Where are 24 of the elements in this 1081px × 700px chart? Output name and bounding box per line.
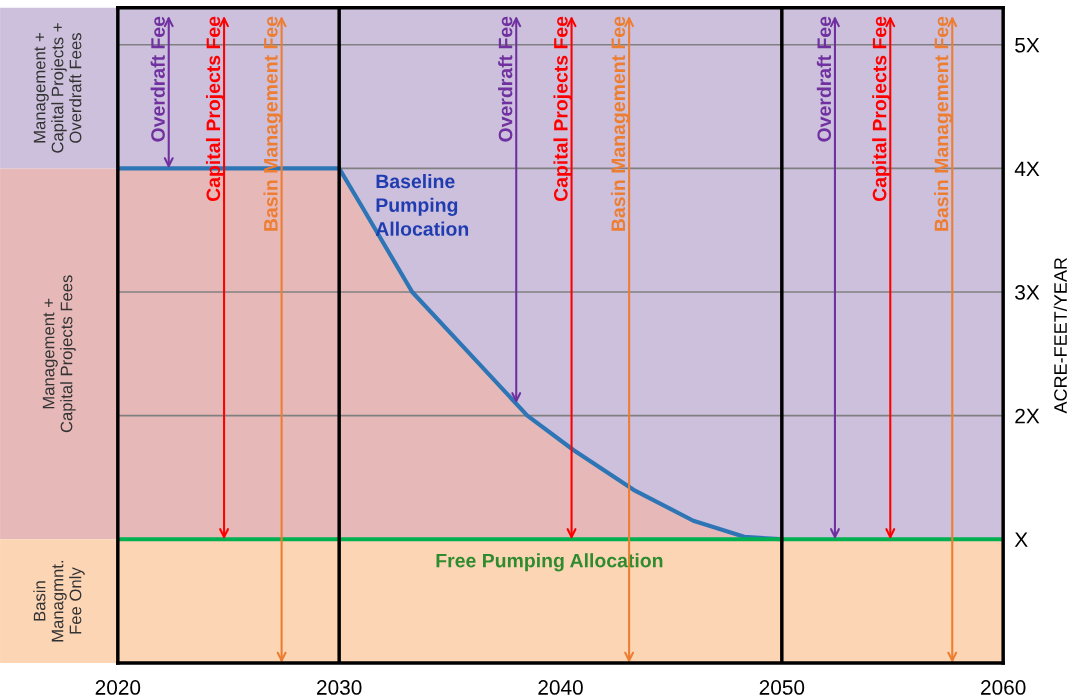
series-label: Baseline Pumping Allocation [375, 173, 469, 236]
y-tick-label: 2X [1015, 408, 1040, 424]
x-tick-label: 2050 [759, 680, 805, 695]
annotation: Overdraft Fee [498, 16, 513, 142]
annotation: Basin Management Fee [610, 16, 630, 231]
y-tick-label: 3X [1015, 285, 1040, 300]
annotation: Overdraft Fee [150, 16, 165, 142]
annotation: Basin Management Fee [263, 16, 282, 231]
x-tick-label: 2040 [538, 680, 583, 695]
annotation: Capital Projects Fee [872, 16, 891, 202]
band-label: Management + Capital Projects Fees [42, 275, 76, 433]
x-tick-label: 2060 [981, 680, 1026, 695]
annotation: Capital Projects Fee [205, 16, 225, 202]
annotation: Basin Management Fee [934, 16, 953, 231]
annotation: Capital Projects Fee [553, 16, 572, 202]
band-label: Management + Capital Projects + Overdraft Fees [33, 23, 82, 153]
annotation: Overdraft Fee [816, 16, 832, 142]
y-tick-label: X [1014, 532, 1028, 547]
y-tick-label: 5X [1015, 38, 1040, 53]
band-label: Basin Managmnt. Fee Only [33, 560, 85, 642]
x-tick-label: 2030 [317, 680, 362, 695]
x-tick-label: 2020 [95, 680, 141, 695]
y-tick-label: 4X [1014, 161, 1040, 176]
y-axis-title: ACRE-FEET/YEAR [1053, 257, 1067, 414]
